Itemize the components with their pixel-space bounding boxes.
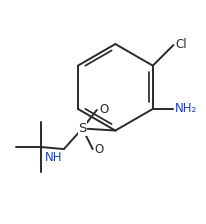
Text: NH₂: NH₂	[174, 102, 197, 115]
Text: S: S	[78, 122, 87, 135]
Text: Cl: Cl	[176, 38, 187, 51]
Text: O: O	[95, 143, 104, 156]
Text: NH: NH	[45, 151, 63, 164]
Text: O: O	[99, 103, 108, 116]
